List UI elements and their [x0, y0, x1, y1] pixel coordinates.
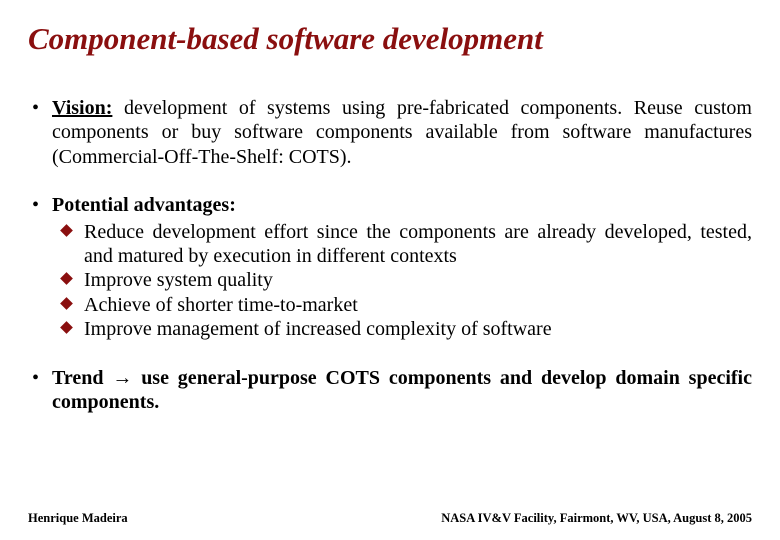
bullet-text: development of systems using pre-fabrica…	[52, 97, 752, 168]
bullet-label: Vision:	[52, 97, 112, 119]
slide-title: Component-based software development	[28, 22, 752, 56]
bullet-text-bold: use general-purpose COTS components and …	[52, 367, 752, 413]
slide-footer: Henrique Madeira NASA IV&V Facility, Fai…	[28, 511, 752, 526]
sub-bullet-list: Reduce development effort since the comp…	[52, 220, 752, 342]
sub-bullet-text: Improve management of increased complexi…	[84, 318, 552, 340]
bullet-item-advantages: Potential advantages: Reduce development…	[52, 193, 752, 341]
slide: { "colors": { "title": "#8a0f0f", "bulle…	[0, 0, 780, 540]
diamond-icon	[60, 273, 73, 286]
sub-bullet-item: Reduce development effort since the comp…	[84, 220, 752, 269]
arrow-icon: →	[104, 367, 142, 389]
bullet-label: Trend	[52, 367, 104, 389]
sub-bullet-item: Achieve of shorter time-to-market	[84, 293, 752, 317]
sub-bullet-item: Improve management of increased complexi…	[84, 317, 752, 341]
slide-body: Vision: development of systems using pre…	[28, 96, 752, 414]
diamond-icon	[60, 321, 73, 334]
bullet-label: Potential advantages:	[52, 194, 236, 216]
diamond-icon	[60, 224, 73, 237]
footer-author: Henrique Madeira	[28, 511, 128, 526]
sub-bullet-text: Improve system quality	[84, 269, 273, 291]
footer-venue: NASA IV&V Facility, Fairmont, WV, USA, A…	[441, 511, 752, 526]
bullet-item-vision: Vision: development of systems using pre…	[52, 96, 752, 169]
sub-bullet-text: Achieve of shorter time-to-market	[84, 294, 358, 316]
sub-bullet-text: Reduce development effort since the comp…	[84, 221, 752, 267]
sub-bullet-item: Improve system quality	[84, 268, 752, 292]
diamond-icon	[60, 297, 73, 310]
bullet-item-trend: Trend → use general-purpose COTS compone…	[52, 366, 752, 415]
bullet-list: Vision: development of systems using pre…	[28, 96, 752, 414]
